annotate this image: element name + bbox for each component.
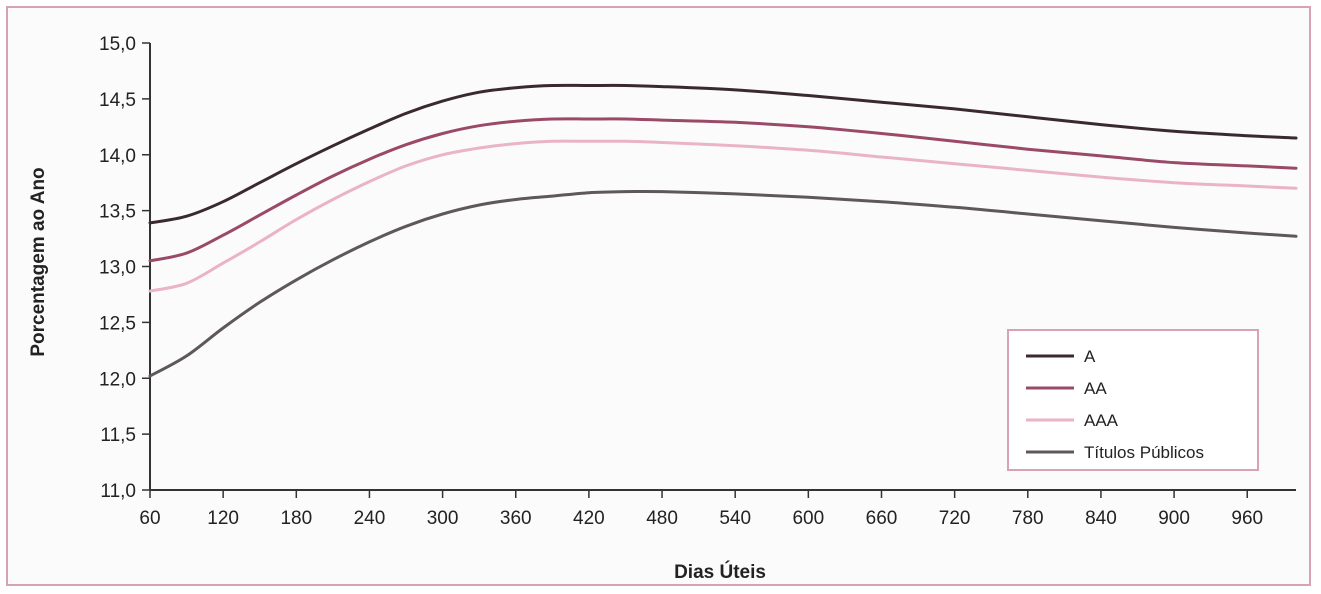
- y-tick-label: 13,5: [99, 202, 136, 223]
- x-tick-label: 60: [139, 508, 160, 529]
- x-tick-label: 960: [1231, 508, 1263, 529]
- x-axis-title: Dias Úteis: [674, 561, 766, 583]
- legend-label-a: A: [1084, 347, 1096, 366]
- legend-box: [1007, 329, 1259, 471]
- series-line-aa: [148, 117, 1298, 263]
- series-lines: [148, 83, 1298, 378]
- x-tick-label: 540: [719, 508, 751, 529]
- legend-label-titulos-publicos: Títulos Públicos: [1084, 443, 1204, 462]
- series-line-aaa: [148, 139, 1298, 293]
- legend-label-aa: AA: [1084, 379, 1107, 398]
- y-axis-title: Porcentagem ao Ano: [28, 167, 49, 356]
- y-tick-label: 14,5: [99, 90, 136, 111]
- x-tick-label: 480: [646, 508, 678, 529]
- x-tick-label: 300: [427, 508, 459, 529]
- x-tick-label: 900: [1158, 508, 1190, 529]
- y-tick-label: 14,0: [99, 146, 136, 167]
- x-tick-label: 180: [280, 508, 312, 529]
- x-tick-label: 360: [500, 508, 532, 529]
- x-tick-label: 120: [207, 508, 239, 529]
- x-tick-label: 780: [1012, 508, 1044, 529]
- y-tick-label: 11,5: [100, 425, 136, 446]
- y-tick-label: 12,5: [99, 313, 136, 334]
- legend-label-aaa: AAA: [1084, 411, 1119, 430]
- x-tick-label: 420: [573, 508, 605, 529]
- x-tick-label: 840: [1085, 508, 1117, 529]
- x-tick-label: 720: [939, 508, 971, 529]
- series-line-titulos-publicos: [148, 189, 1298, 378]
- y-tick-label: 11,0: [100, 481, 136, 502]
- y-tick-label: 13,0: [99, 258, 136, 279]
- x-axis-ticks: 60 120 180 240 300 360 420 480 540 600 660 720 780 84…: [139, 490, 1263, 529]
- x-tick-label: 240: [354, 508, 386, 529]
- x-tick-label: 600: [792, 508, 824, 529]
- y-tick-label: 15,0: [99, 34, 136, 55]
- y-axis-ticks: 11,0 11,5 12,0 12,5 13,0 13,5 14,0 14,5 15,0: [99, 34, 150, 502]
- x-tick-label: 660: [866, 508, 898, 529]
- series-line-a: [148, 83, 1298, 225]
- y-tick-label: 12,0: [99, 369, 136, 390]
